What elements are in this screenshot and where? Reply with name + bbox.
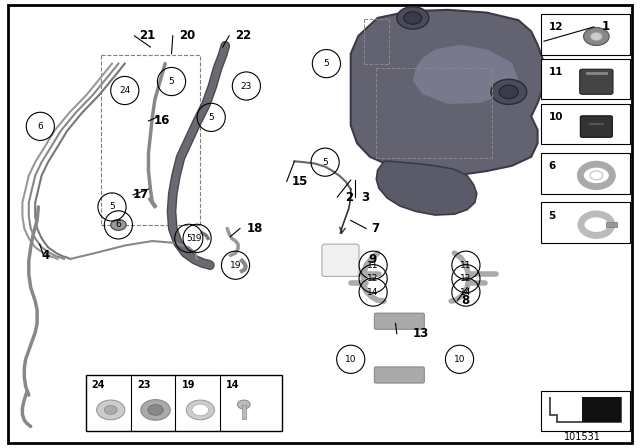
- Text: 5: 5: [169, 77, 174, 86]
- Circle shape: [148, 405, 163, 415]
- Text: 12: 12: [460, 274, 472, 283]
- Text: 11: 11: [460, 261, 472, 270]
- Text: 10: 10: [454, 355, 465, 364]
- Bar: [541, 59, 630, 99]
- Text: 19: 19: [230, 261, 241, 270]
- Text: 14: 14: [226, 380, 239, 390]
- Text: 14: 14: [367, 288, 379, 297]
- Text: 18: 18: [246, 222, 263, 235]
- Text: 4: 4: [42, 249, 50, 262]
- Text: 9: 9: [368, 253, 376, 267]
- Circle shape: [111, 220, 126, 230]
- Text: 8: 8: [461, 293, 469, 307]
- Text: 21: 21: [140, 29, 156, 43]
- Bar: [541, 202, 630, 243]
- FancyBboxPatch shape: [374, 367, 424, 383]
- Text: 22: 22: [236, 29, 252, 43]
- Text: 10: 10: [548, 112, 563, 122]
- Text: 17: 17: [133, 188, 149, 202]
- FancyBboxPatch shape: [322, 244, 359, 276]
- Bar: [606, 222, 618, 228]
- Text: 12: 12: [367, 274, 379, 283]
- Bar: [86, 375, 282, 431]
- Text: 12: 12: [548, 22, 563, 32]
- Text: 3: 3: [362, 190, 370, 204]
- Circle shape: [404, 12, 422, 24]
- Text: 6: 6: [116, 220, 121, 229]
- Polygon shape: [582, 397, 621, 422]
- Text: 23: 23: [241, 82, 252, 90]
- Circle shape: [237, 400, 250, 409]
- Text: 6: 6: [548, 161, 556, 171]
- Text: 5: 5: [323, 158, 328, 167]
- Polygon shape: [376, 161, 477, 215]
- Polygon shape: [351, 10, 544, 175]
- Text: 19: 19: [191, 234, 203, 243]
- FancyBboxPatch shape: [580, 69, 613, 95]
- FancyBboxPatch shape: [374, 313, 424, 329]
- Text: 24: 24: [119, 86, 131, 95]
- Circle shape: [104, 405, 117, 414]
- Text: 16: 16: [154, 114, 170, 128]
- Circle shape: [491, 79, 527, 104]
- Circle shape: [591, 33, 602, 40]
- Text: 5: 5: [324, 59, 329, 68]
- Text: 1: 1: [602, 20, 610, 34]
- Polygon shape: [413, 45, 518, 104]
- Circle shape: [192, 404, 209, 416]
- Text: 19: 19: [182, 380, 196, 390]
- Circle shape: [186, 400, 214, 420]
- Text: 2: 2: [346, 190, 354, 204]
- Text: 24: 24: [92, 380, 105, 390]
- Text: 23: 23: [138, 380, 151, 390]
- Text: 7: 7: [371, 222, 380, 235]
- Text: 6: 6: [38, 122, 43, 131]
- Text: 11: 11: [367, 261, 379, 270]
- Bar: [541, 14, 630, 55]
- Text: 11: 11: [548, 67, 563, 77]
- Text: 10: 10: [345, 355, 356, 364]
- Text: 5: 5: [109, 202, 115, 211]
- Text: 5: 5: [548, 211, 556, 220]
- Circle shape: [97, 400, 125, 420]
- Circle shape: [499, 85, 518, 99]
- Text: 101531: 101531: [564, 432, 601, 442]
- Text: 13: 13: [413, 327, 429, 340]
- Circle shape: [584, 27, 609, 45]
- Bar: [541, 391, 630, 431]
- Text: 20: 20: [179, 29, 195, 43]
- Text: 14: 14: [460, 288, 472, 297]
- Text: 15: 15: [291, 175, 308, 188]
- Circle shape: [397, 7, 429, 29]
- Bar: [242, 405, 246, 419]
- Text: 5: 5: [186, 234, 191, 243]
- Bar: [541, 153, 630, 194]
- Text: 5: 5: [209, 113, 214, 122]
- Bar: [541, 104, 630, 144]
- FancyBboxPatch shape: [580, 116, 612, 137]
- Circle shape: [141, 400, 170, 420]
